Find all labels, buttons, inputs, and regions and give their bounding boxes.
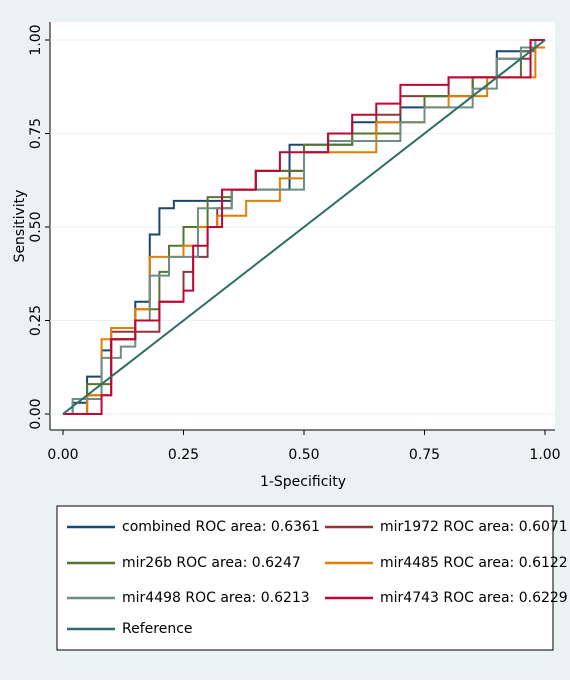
x-tick-label: 0.75 bbox=[409, 447, 440, 463]
legend-label: mir1972 ROC area: 0.6071 bbox=[380, 519, 568, 535]
roc-curve bbox=[63, 39, 545, 415]
legend bbox=[56, 505, 554, 651]
x-axis-title: 1-Specificity bbox=[260, 474, 346, 490]
y-axis-title: Sensitivity bbox=[12, 190, 28, 263]
legend-label: combined ROC area: 0.6361 bbox=[122, 519, 320, 535]
y-tick-label: 0.00 bbox=[28, 398, 44, 429]
x-tick-label: 0.25 bbox=[168, 447, 199, 463]
y-tick-label: 0.25 bbox=[28, 305, 44, 336]
roc-curve bbox=[63, 39, 545, 415]
y-tick-label: 1.00 bbox=[28, 24, 44, 55]
legend-label: mir4485 ROC area: 0.6122 bbox=[380, 555, 568, 571]
plot-area bbox=[50, 22, 555, 430]
roc-curve bbox=[62, 39, 546, 415]
legend-label: Reference bbox=[122, 621, 193, 637]
x-tick-label: 0.50 bbox=[288, 447, 319, 463]
legend-label: mir4498 ROC area: 0.6213 bbox=[122, 590, 310, 606]
x-tick-label: 1.00 bbox=[529, 447, 560, 463]
legend-label: mir26b ROC area: 0.6247 bbox=[122, 555, 301, 571]
roc-curve bbox=[63, 46, 545, 415]
x-tick-label: 0.00 bbox=[47, 447, 78, 463]
legend-label: mir4743 ROC area: 0.6229 bbox=[380, 590, 568, 606]
y-tick-label: 0.75 bbox=[28, 118, 44, 149]
y-tick-label: 0.50 bbox=[28, 211, 44, 242]
